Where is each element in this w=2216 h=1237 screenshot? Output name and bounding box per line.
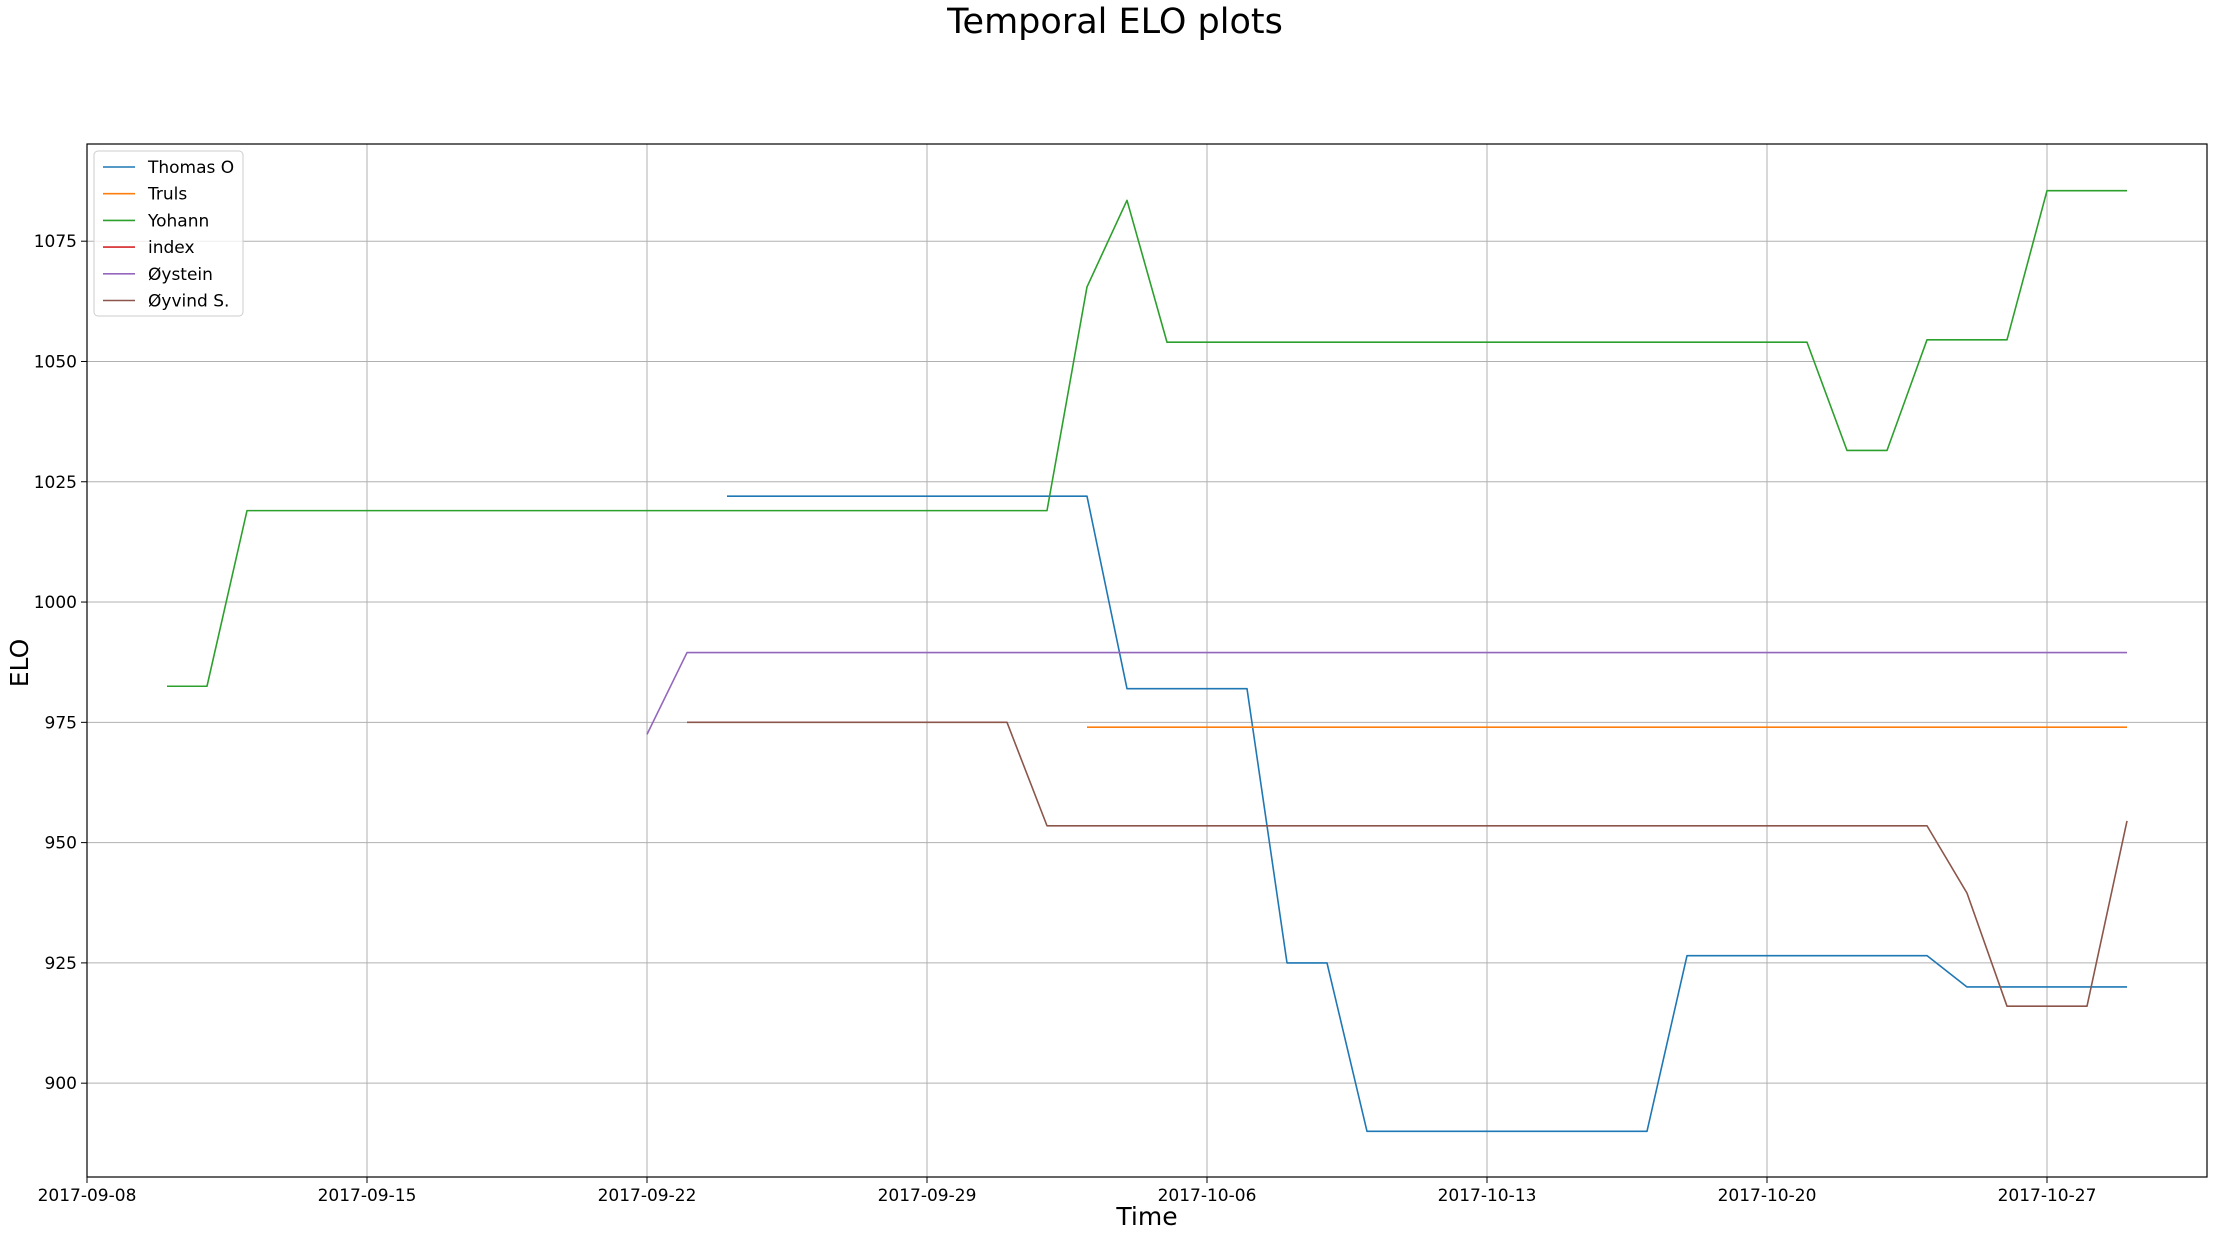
gridlines xyxy=(86,144,2207,1177)
x-axis-label: Time xyxy=(1115,1202,1177,1231)
legend-label: Thomas O xyxy=(147,158,234,178)
y-tick-label: 1075 xyxy=(34,232,77,252)
y-tick-label: 1000 xyxy=(34,593,77,613)
legend-label: Øystein xyxy=(148,265,213,285)
legend-box xyxy=(93,150,244,317)
x-tick-label: 2017-09-15 xyxy=(318,1186,417,1206)
legend-label: Øyvind S. xyxy=(148,292,229,312)
legend-label: Yohann xyxy=(147,211,209,231)
x-tick-label: 2017-09-08 xyxy=(38,1186,137,1206)
plot-area-frame xyxy=(86,143,2208,1178)
x-tick-label: 2017-10-13 xyxy=(1438,1186,1537,1206)
y-tick-label: 975 xyxy=(45,713,77,733)
y-tick-label: 900 xyxy=(45,1074,77,1094)
series-line-Yohann xyxy=(167,189,2127,688)
x-tick-label: 2017-09-22 xyxy=(598,1186,697,1206)
legend-label: Truls xyxy=(147,185,187,205)
series-lines xyxy=(167,189,2128,1133)
chart-title: Temporal ELO plots xyxy=(946,2,1283,42)
x-axis-ticks: 2017-09-08 2017-09-15 2017-09-22 2017-09-29… xyxy=(38,1177,2097,1206)
legend-entries: Thomas O Truls Yohann index Øystein Øyvind S. xyxy=(103,158,234,312)
legend: Thomas O Truls Yohann index Øystein Øyvind S. xyxy=(93,150,244,317)
series-line-Øystein xyxy=(646,651,2127,735)
x-tick-label: 2017-10-06 xyxy=(1158,1186,1257,1206)
x-tick-label: 2017-10-20 xyxy=(1718,1186,1817,1206)
y-tick-label: 950 xyxy=(45,834,77,854)
series-line-Thomas O xyxy=(727,495,2127,1133)
x-tick-label: 2017-09-29 xyxy=(878,1186,977,1206)
y-axis-label: ELO xyxy=(5,639,34,688)
y-tick-label: 925 xyxy=(45,954,77,974)
x-tick-label: 2017-10-27 xyxy=(1998,1186,2097,1206)
series-line-Øyvind S. xyxy=(687,721,2128,1008)
legend-label: index xyxy=(148,238,195,258)
y-axis-ticks: 900 925 950 975 1000 1025 1050 1075 xyxy=(34,232,87,1094)
y-tick-label: 1050 xyxy=(34,352,77,372)
y-tick-label: 1025 xyxy=(34,473,77,493)
